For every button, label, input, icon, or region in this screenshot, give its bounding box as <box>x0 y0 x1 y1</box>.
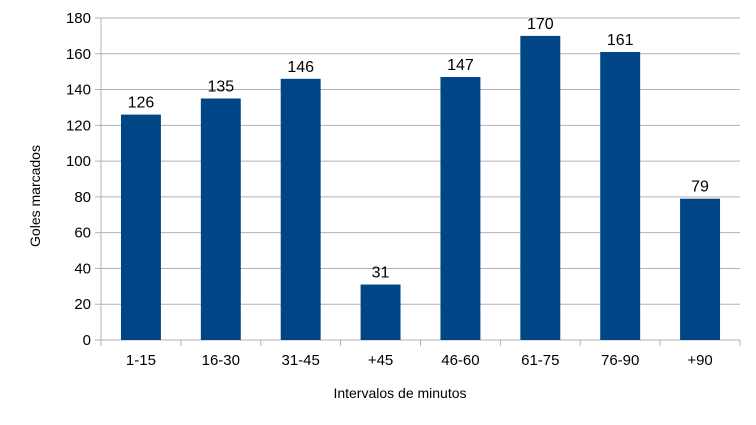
bar-value-label: 147 <box>447 57 474 74</box>
y-axis-ticks: 0 20 40 60 80 100 120 140 160 180 <box>66 10 91 349</box>
y-tick-label: 40 <box>74 260 91 277</box>
bar <box>680 198 721 340</box>
y-tick-label: 120 <box>66 117 91 134</box>
y-tick-label: 180 <box>66 10 91 27</box>
x-tick-label: 1-15 <box>126 352 156 369</box>
y-tick-label: 160 <box>66 46 91 63</box>
x-tick-label: +45 <box>368 352 393 369</box>
y-tick-label: 60 <box>74 225 91 242</box>
x-axis-ticks: 1-15 16-30 31-45 +45 46-60 61-75 76-90 +90 <box>126 352 713 369</box>
bar <box>280 78 321 341</box>
gridlines <box>95 17 741 346</box>
y-tick-label: 140 <box>66 82 91 99</box>
x-tick-label: 16-30 <box>202 352 240 369</box>
bar <box>360 284 401 340</box>
bar-value-label: 170 <box>527 16 554 33</box>
y-tick-label: 0 <box>83 332 91 349</box>
bar <box>200 98 241 340</box>
y-tick-label: 80 <box>74 189 91 206</box>
x-tick-label: +90 <box>687 352 712 369</box>
bar-value-label: 161 <box>607 32 634 49</box>
bar <box>440 77 481 341</box>
x-tick-label: 31-45 <box>282 352 320 369</box>
bar-value-label: 79 <box>691 179 709 196</box>
bars <box>120 35 721 341</box>
bar-value-label: 31 <box>372 265 390 282</box>
x-tick-label: 46-60 <box>441 352 479 369</box>
bar <box>520 35 561 341</box>
bar <box>600 51 641 340</box>
bar <box>120 114 161 340</box>
y-tick-label: 20 <box>74 296 91 313</box>
y-axis-title: Goles marcados <box>27 145 43 247</box>
bar-value-label: 126 <box>128 95 155 112</box>
x-tick-label: 76-90 <box>601 352 639 369</box>
y-tick-label: 100 <box>66 153 91 170</box>
bar-value-label: 135 <box>207 79 234 96</box>
data-labels: 126 135 146 31 147 170 161 79 <box>128 16 709 282</box>
x-axis-title: Intervalos de minutos <box>333 385 466 401</box>
bar-value-label: 146 <box>287 59 314 76</box>
x-tick-label: 61-75 <box>521 352 559 369</box>
